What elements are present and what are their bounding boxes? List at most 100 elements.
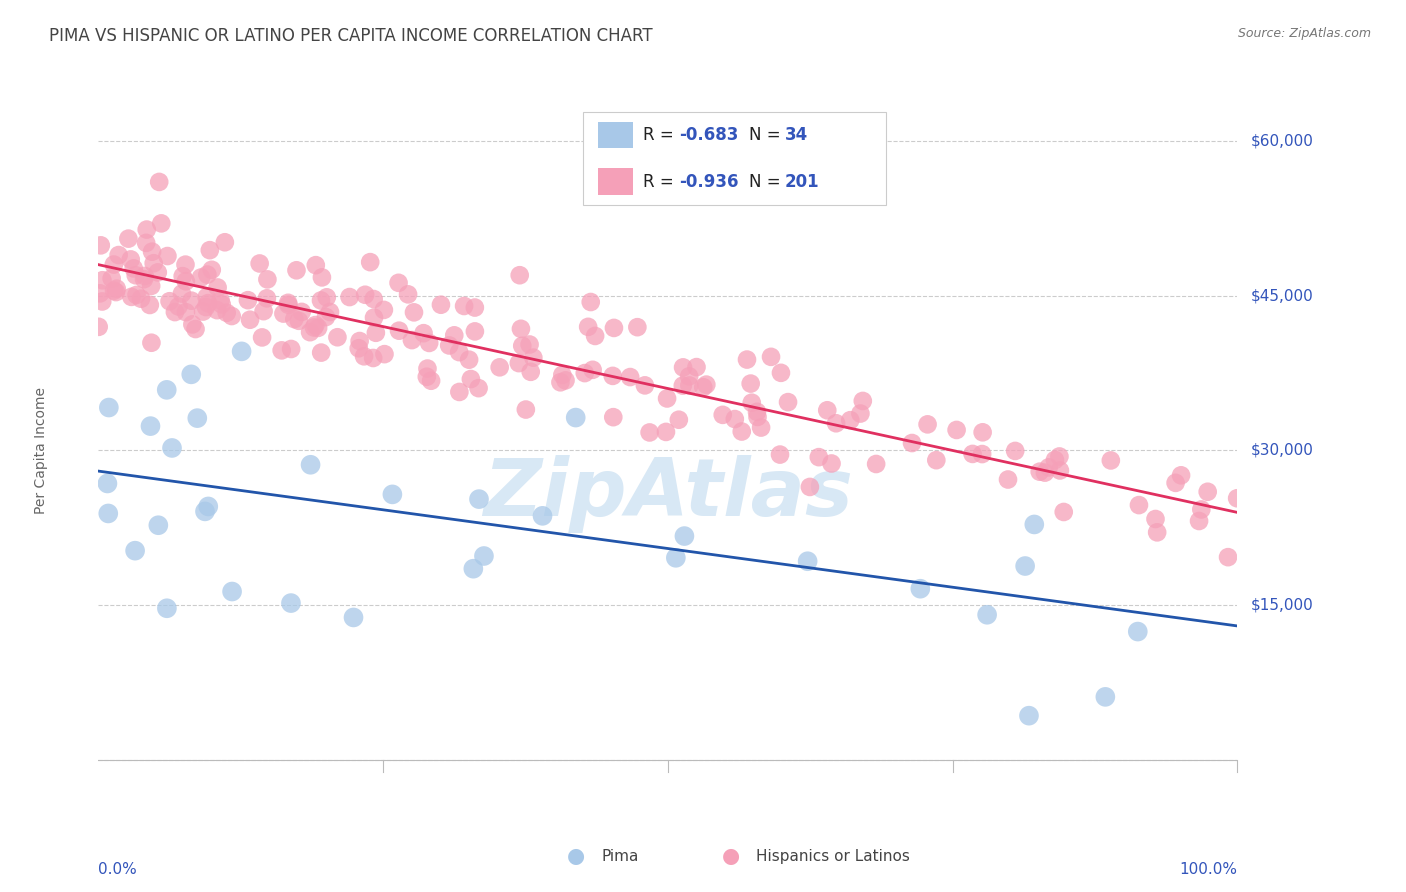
Point [273,307,295,321]
Point [1018,708,1040,723]
Point [231,344,253,359]
Point [945,423,967,437]
Point [236,293,259,308]
Point [90,238,112,252]
Text: 201: 201 [785,173,820,191]
Point [160,441,183,455]
Point [134,268,156,283]
Point [579,295,602,310]
Point [488,360,510,375]
Text: R =: R = [643,173,679,191]
Point [103,258,125,272]
Point [129,292,152,306]
Point [172,269,194,284]
Point [363,310,385,325]
Point [673,529,696,543]
Point [205,303,228,318]
Point [602,368,624,383]
Point [181,318,204,332]
Point [339,290,361,304]
Text: $15,000: $15,000 [1251,598,1313,613]
Point [198,243,221,257]
Point [388,324,411,338]
Point [100,271,122,285]
Point [619,370,641,384]
Point [551,368,574,382]
Point [711,408,734,422]
Point [280,596,302,610]
Point [125,288,148,302]
Point [638,425,661,440]
Point [347,341,370,355]
Point [174,258,197,272]
Point [437,338,460,352]
Point [150,216,173,230]
Point [96,476,118,491]
Point [1024,517,1046,532]
Point [678,378,700,392]
Point [311,270,333,285]
Point [87,319,110,334]
Point [207,280,229,294]
Point [668,413,690,427]
Point [1014,559,1036,574]
Point [194,504,217,518]
Text: 100.0%: 100.0% [1180,863,1237,878]
Point [1146,525,1168,540]
Point [190,270,212,285]
Point [291,305,314,319]
Point [304,318,326,332]
Point [815,403,838,417]
Point [515,402,537,417]
Point [139,419,162,434]
Point [326,330,349,344]
Point [460,372,482,386]
Text: ●: ● [568,847,585,866]
Text: Pima: Pima [602,849,640,863]
Point [107,248,129,262]
Point [564,410,586,425]
Point [769,366,792,380]
Point [141,244,163,259]
Point [665,550,688,565]
Point [449,384,471,399]
Point [724,412,747,426]
Point [464,301,486,315]
Point [418,335,440,350]
Point [695,377,717,392]
Point [741,395,763,409]
Point [396,287,419,301]
Point [139,298,162,312]
Point [747,409,769,424]
Point [458,352,481,367]
Point [1128,498,1150,512]
Point [759,350,782,364]
Point [972,425,994,440]
Point [353,349,375,363]
Text: $60,000: $60,000 [1251,133,1313,148]
Point [305,258,328,272]
Point [156,601,179,615]
Point [416,361,439,376]
Point [865,457,887,471]
Point [453,299,475,313]
Point [148,518,170,533]
Point [807,450,830,464]
Point [148,175,170,189]
Point [1216,550,1239,565]
Point [91,273,114,287]
Point [194,300,217,314]
Point [519,365,541,379]
Point [508,356,530,370]
Point [583,329,606,343]
Point [1170,468,1192,483]
Point [163,305,186,319]
Point [749,420,772,434]
Point [510,322,533,336]
Point [364,326,387,340]
Point [849,407,872,421]
Text: $45,000: $45,000 [1251,288,1313,303]
Point [901,436,924,450]
Point [997,473,1019,487]
Point [156,249,179,263]
